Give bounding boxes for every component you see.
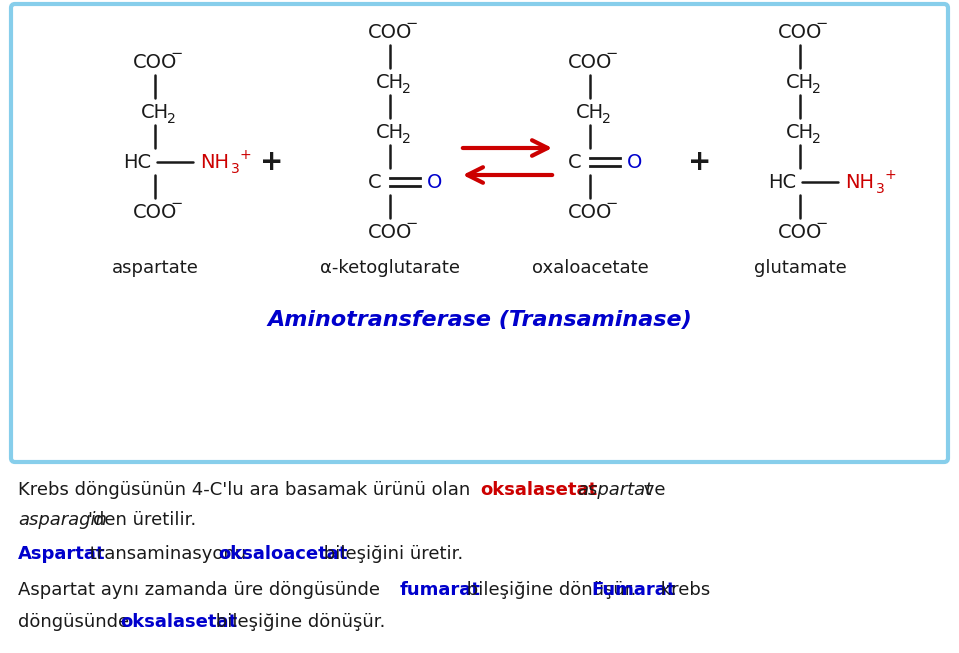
Text: 2: 2 bbox=[167, 112, 175, 126]
Text: Fumarat: Fumarat bbox=[591, 581, 675, 599]
Text: asparagin: asparagin bbox=[18, 511, 106, 529]
Text: −: − bbox=[606, 46, 619, 61]
FancyBboxPatch shape bbox=[11, 4, 948, 462]
Text: Aminotransferase (Transaminase): Aminotransferase (Transaminase) bbox=[268, 310, 692, 330]
Text: oksalasetat: oksalasetat bbox=[480, 481, 597, 499]
Text: C: C bbox=[368, 172, 382, 191]
Text: COO: COO bbox=[778, 223, 822, 242]
Text: −: − bbox=[406, 217, 418, 232]
Text: COO: COO bbox=[778, 22, 822, 42]
Text: oksaloacetat: oksaloacetat bbox=[218, 545, 347, 563]
Text: CH: CH bbox=[786, 72, 814, 91]
Text: glutamate: glutamate bbox=[754, 259, 847, 277]
Text: CH: CH bbox=[786, 123, 814, 142]
Text: 2: 2 bbox=[811, 132, 821, 146]
Text: döngüsünde: döngüsünde bbox=[18, 613, 135, 631]
Text: COO: COO bbox=[132, 202, 177, 221]
Text: oksalasetat: oksalasetat bbox=[120, 613, 237, 631]
Text: COO: COO bbox=[568, 202, 612, 221]
Text: bileşiğine dönüşür.: bileşiğine dönüşür. bbox=[461, 581, 643, 599]
Text: ve: ve bbox=[638, 481, 666, 499]
Text: 2: 2 bbox=[402, 132, 410, 146]
Text: Krebs döngüsünün 4-C'lu ara basamak ürünü olan: Krebs döngüsünün 4-C'lu ara basamak ürün… bbox=[18, 481, 481, 499]
Text: −: − bbox=[816, 16, 829, 31]
Text: +: + bbox=[884, 168, 896, 182]
Text: oxaloacetate: oxaloacetate bbox=[531, 259, 648, 277]
Text: CH: CH bbox=[576, 103, 604, 121]
Text: −: − bbox=[171, 46, 183, 61]
Text: fumarat: fumarat bbox=[400, 581, 480, 599]
Text: −: − bbox=[606, 197, 619, 212]
Text: bileşiğine dönüşür.: bileşiğine dönüşür. bbox=[210, 613, 386, 631]
Text: 'den üretilir.: 'den üretilir. bbox=[88, 511, 197, 529]
Text: 3: 3 bbox=[876, 182, 884, 196]
Text: aspartat: aspartat bbox=[577, 481, 652, 499]
Text: NH: NH bbox=[846, 172, 875, 191]
Text: COO: COO bbox=[368, 22, 412, 42]
Text: HC: HC bbox=[123, 153, 152, 172]
Text: COO: COO bbox=[368, 223, 412, 242]
Text: NH: NH bbox=[200, 153, 229, 172]
Text: CH: CH bbox=[376, 72, 404, 91]
Text: 3: 3 bbox=[230, 162, 240, 176]
Text: O: O bbox=[428, 172, 443, 191]
Text: +: + bbox=[689, 148, 712, 176]
Text: −: − bbox=[816, 217, 829, 232]
Text: bileşiğini üretir.: bileşiğini üretir. bbox=[318, 545, 463, 563]
Text: COO: COO bbox=[132, 52, 177, 71]
Text: 2: 2 bbox=[811, 82, 821, 96]
Text: 2: 2 bbox=[402, 82, 410, 96]
Text: +: + bbox=[239, 148, 251, 162]
Text: C: C bbox=[568, 153, 582, 172]
Text: CH: CH bbox=[376, 123, 404, 142]
Text: Aspartat aynı zamanda üre döngüsünde: Aspartat aynı zamanda üre döngüsünde bbox=[18, 581, 386, 599]
Text: HC: HC bbox=[768, 172, 796, 191]
Text: krebs: krebs bbox=[655, 581, 711, 599]
Text: O: O bbox=[627, 153, 643, 172]
Text: aspartate: aspartate bbox=[111, 259, 199, 277]
Text: Aspartat: Aspartat bbox=[18, 545, 105, 563]
Text: transaminasyonu: transaminasyonu bbox=[84, 545, 252, 563]
Text: −: − bbox=[406, 16, 418, 31]
Text: 2: 2 bbox=[601, 112, 611, 126]
Text: CH: CH bbox=[141, 103, 169, 121]
Text: −: − bbox=[171, 197, 183, 212]
Text: α-ketoglutarate: α-ketoglutarate bbox=[320, 259, 460, 277]
Text: +: + bbox=[260, 148, 284, 176]
Text: COO: COO bbox=[568, 52, 612, 71]
